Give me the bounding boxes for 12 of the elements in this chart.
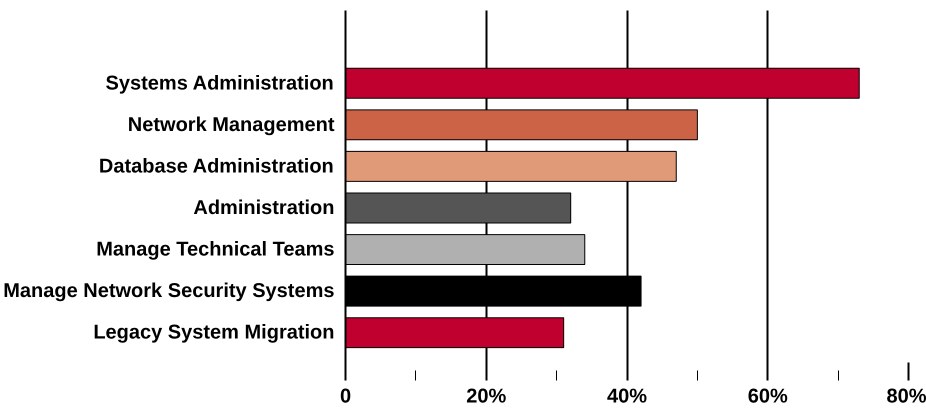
y-tick-label: Administration (193, 196, 335, 219)
x-tick-label: 80% (886, 386, 926, 408)
y-tick-label: Legacy System Migration (93, 322, 335, 344)
x-tick-label: 0 (340, 386, 352, 408)
x-tick-label: 20% (466, 386, 506, 408)
y-tick-label: Manage Network Security Systems (3, 280, 335, 302)
x-tick-label: 60% (748, 386, 788, 408)
y-tick-label: Systems Administration (106, 72, 334, 94)
x-tick-label: 40% (606, 386, 648, 408)
y-tick-label: Network Management (128, 114, 335, 136)
y-tick-label: Manage Technical Teams (96, 238, 334, 261)
y-tick-label: Database Administration (98, 155, 334, 178)
